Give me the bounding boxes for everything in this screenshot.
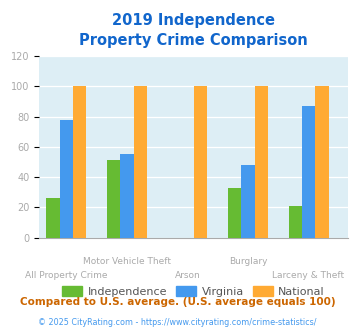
Text: All Property Crime: All Property Crime xyxy=(25,271,108,280)
Bar xyxy=(255,86,268,238)
Text: Motor Vehicle Theft: Motor Vehicle Theft xyxy=(83,257,171,266)
Bar xyxy=(46,198,60,238)
Bar xyxy=(60,120,73,238)
Bar xyxy=(73,86,86,238)
Legend: Independence, Virginia, National: Independence, Virginia, National xyxy=(58,281,329,301)
Bar xyxy=(289,206,302,238)
Text: Burglary: Burglary xyxy=(229,257,267,266)
Bar xyxy=(228,188,241,238)
Bar xyxy=(120,154,133,238)
Bar xyxy=(241,165,255,238)
Bar xyxy=(194,86,207,238)
Text: Arson: Arson xyxy=(175,271,200,280)
Bar xyxy=(107,160,120,238)
Text: Compared to U.S. average. (U.S. average equals 100): Compared to U.S. average. (U.S. average … xyxy=(20,297,335,307)
Title: 2019 Independence
Property Crime Comparison: 2019 Independence Property Crime Compari… xyxy=(79,13,308,48)
Text: © 2025 CityRating.com - https://www.cityrating.com/crime-statistics/: © 2025 CityRating.com - https://www.city… xyxy=(38,318,317,327)
Bar xyxy=(315,86,328,238)
Bar xyxy=(302,106,315,238)
Text: Larceny & Theft: Larceny & Theft xyxy=(273,271,345,280)
Bar xyxy=(133,86,147,238)
